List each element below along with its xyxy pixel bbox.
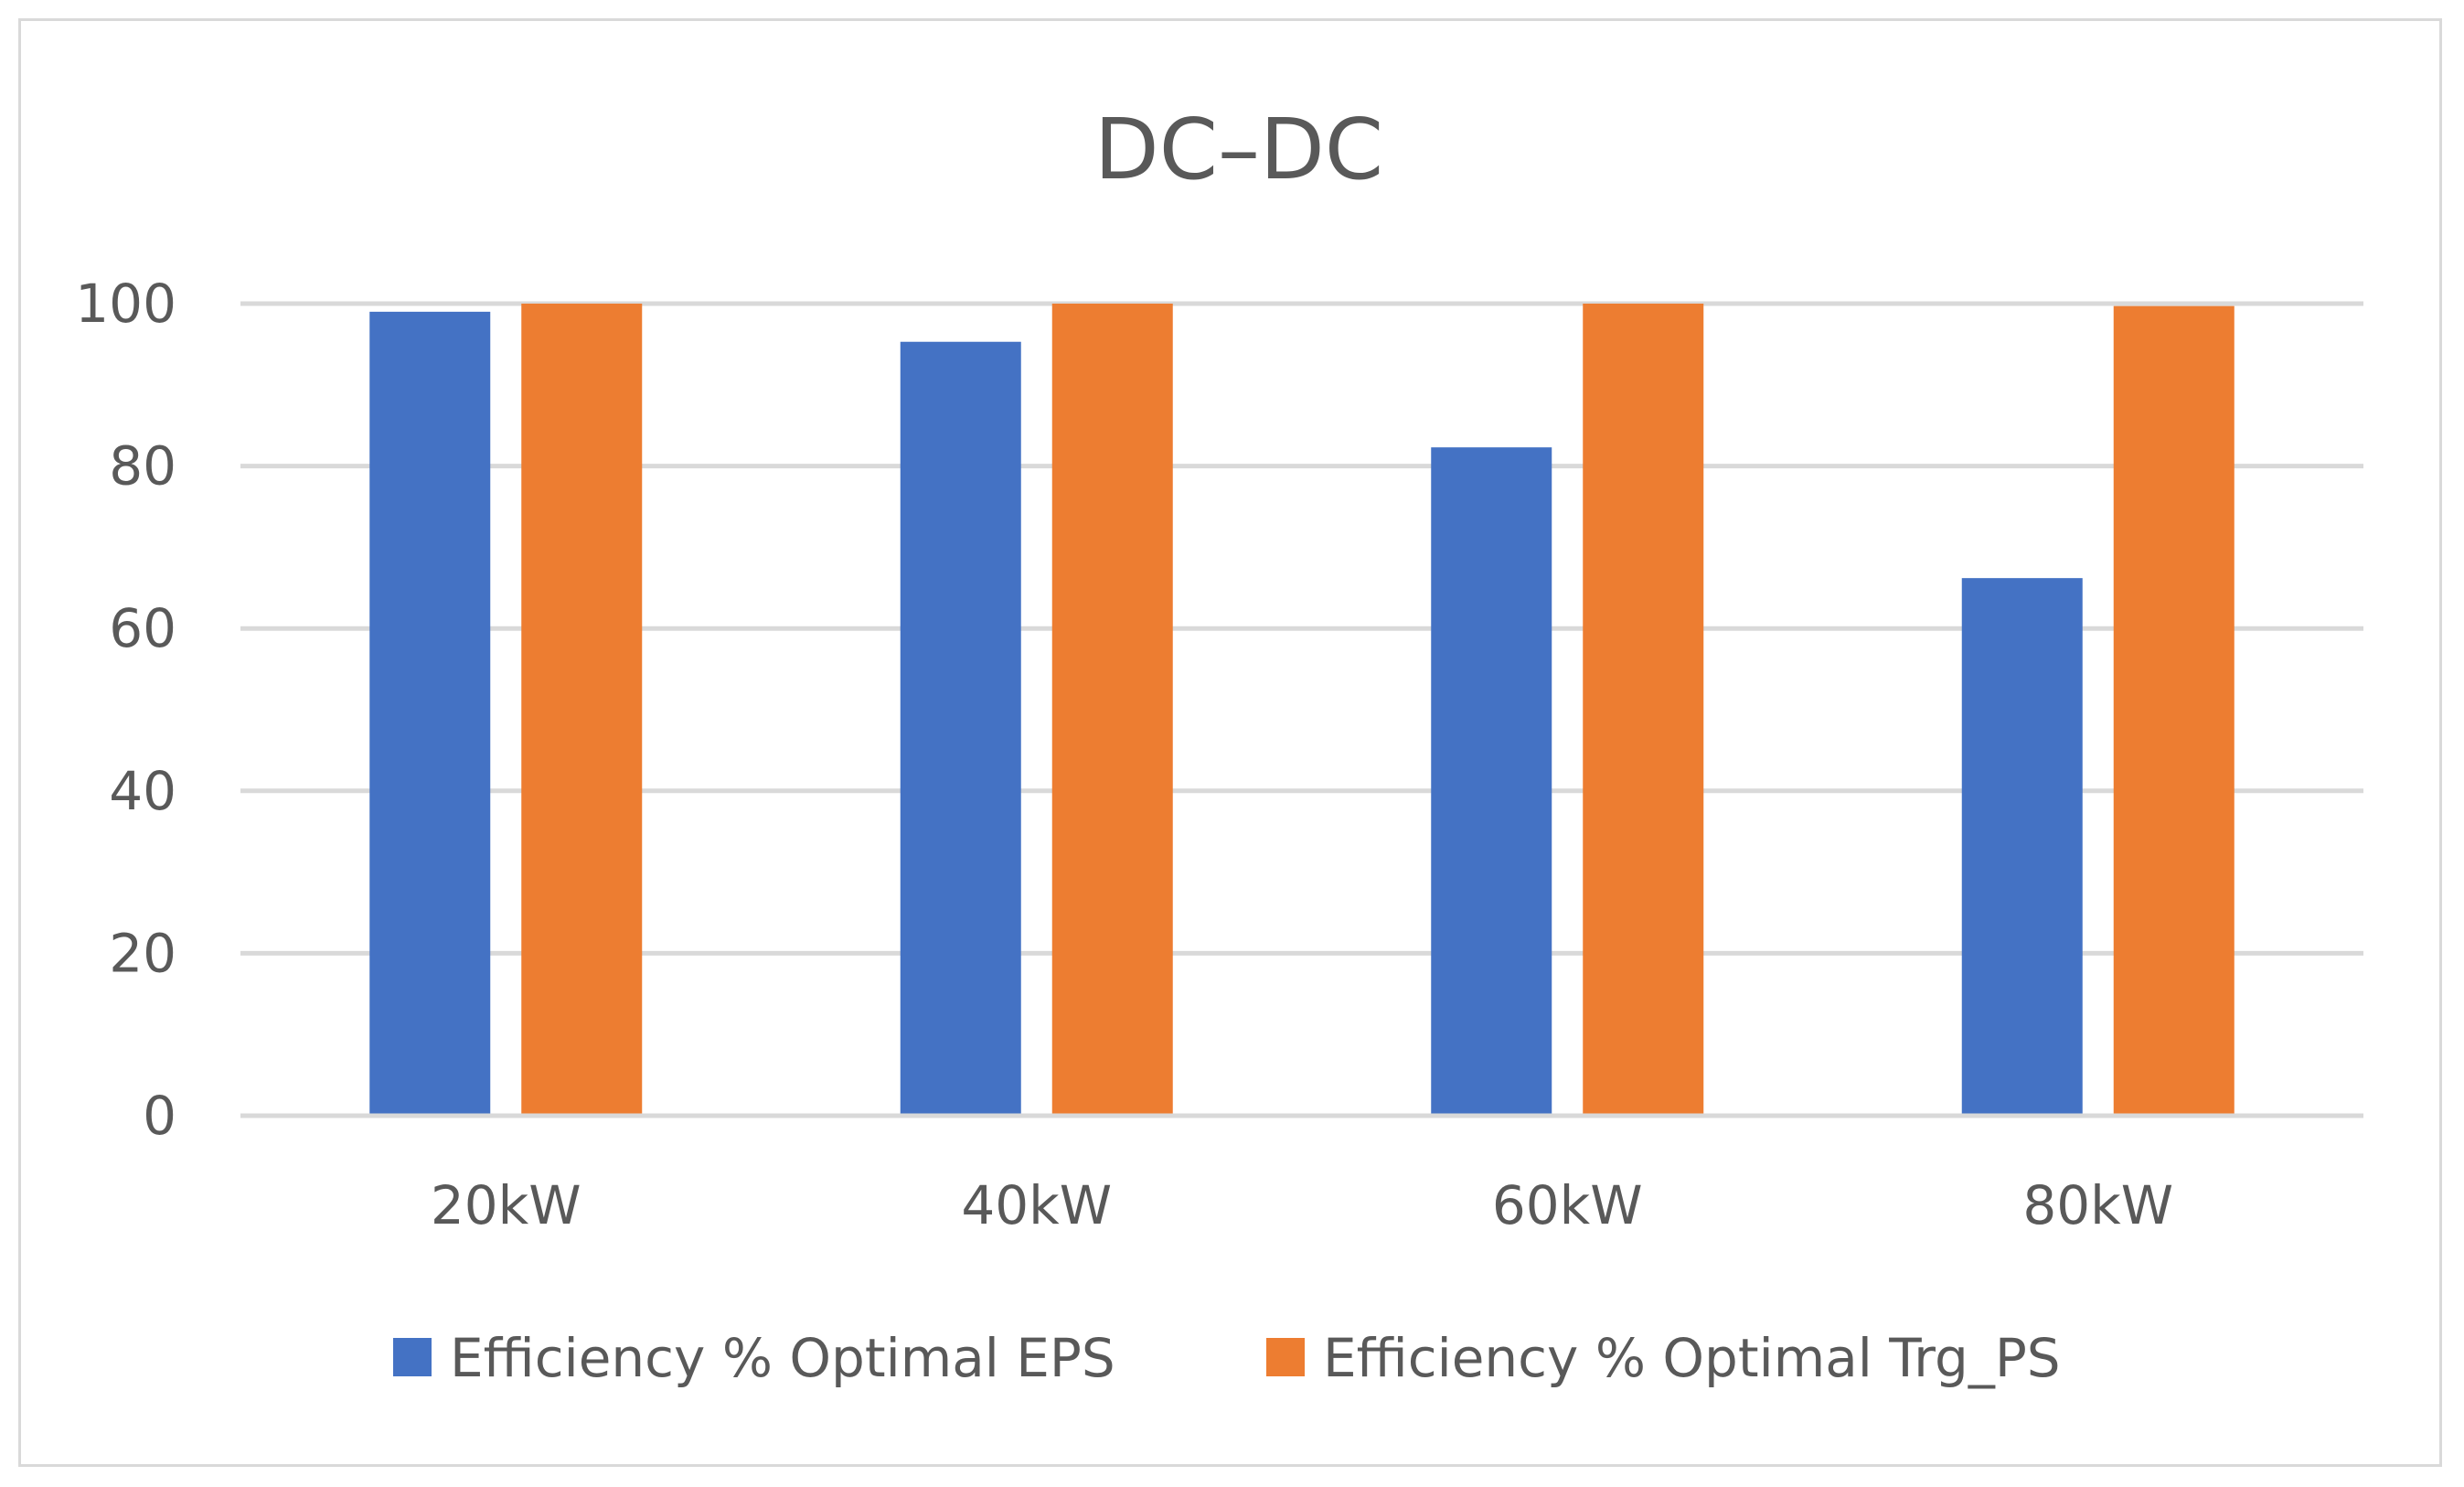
x-axis-ticks: 20kW 40kW 60kW 80kW <box>431 1174 2173 1236</box>
legend: Efficiency % Optimal EPS Efficiency % Opt… <box>393 1327 2061 1389</box>
bars <box>240 304 2363 1118</box>
y-tick-label: 40 <box>109 760 176 822</box>
x-tick-label: 20kW <box>431 1174 581 1236</box>
chart-title: DC–DC <box>1094 101 1383 198</box>
legend-label: Efficiency % Optimal EPS <box>450 1327 1115 1389</box>
x-tick-label: 60kW <box>1492 1174 1643 1236</box>
bar-40kW-series-2 <box>1051 304 1173 1116</box>
x-tick-label: 80kW <box>2022 1174 2173 1236</box>
y-tick-label: 100 <box>75 273 176 335</box>
x-tick-label: 40kW <box>961 1174 1112 1236</box>
y-tick-label: 80 <box>109 435 176 497</box>
bar-60kW-series-2 <box>1583 304 1704 1116</box>
y-axis-ticks: 0 20 40 60 80 100 <box>75 273 176 1147</box>
y-tick-label: 60 <box>109 597 176 659</box>
legend-swatch <box>1266 1338 1305 1376</box>
legend-swatch <box>393 1338 432 1376</box>
bar-20kW-series-1 <box>369 311 491 1116</box>
bar-80kW-series-1 <box>1961 578 2083 1116</box>
bar-40kW-series-1 <box>900 341 1021 1117</box>
y-tick-label: 0 <box>143 1085 176 1147</box>
y-tick-label: 20 <box>109 922 176 984</box>
bar-20kW-series-2 <box>521 304 643 1116</box>
bar-80kW-series-2 <box>2113 305 2235 1116</box>
bar-60kW-series-1 <box>1431 447 1552 1116</box>
legend-label: Efficiency % Optimal Trg_PS <box>1323 1327 2061 1389</box>
